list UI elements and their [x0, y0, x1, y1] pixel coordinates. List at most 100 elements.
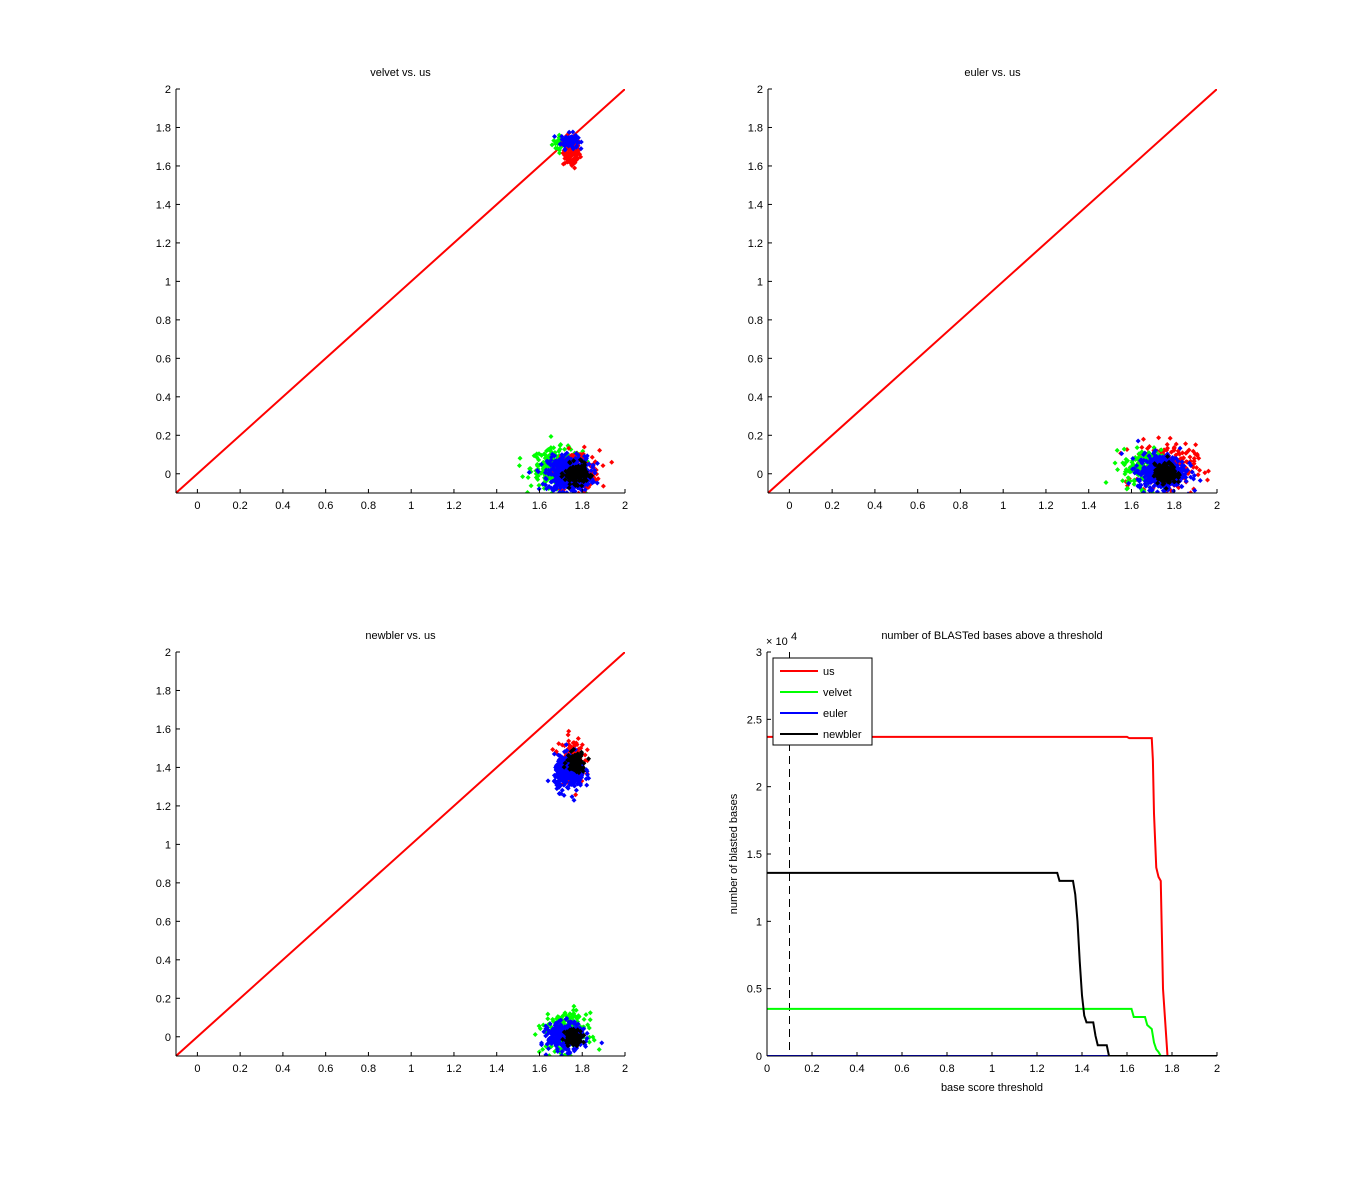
x-tick-label: 2: [1214, 500, 1220, 512]
scatter-point: [527, 466, 533, 472]
scatter-point: [1176, 472, 1182, 478]
y-tick-label: 0.6: [748, 353, 763, 365]
scatter-point: [569, 506, 574, 511]
x-tick-label: 0.6: [910, 500, 925, 512]
scatter-point: [567, 471, 573, 477]
scatter-point: [1135, 483, 1141, 489]
scatter-point: [596, 1047, 602, 1053]
x-tick-label: 1.8: [1164, 1063, 1179, 1075]
scatter-point: [1135, 438, 1141, 444]
scatter-point: [592, 467, 598, 473]
x-tick-label: 0.2: [232, 500, 247, 512]
y-tick-label: 1: [165, 839, 171, 851]
scatter-point: [567, 766, 573, 772]
scatter-point: [559, 1053, 565, 1056]
scatter-point: [542, 482, 548, 488]
scatter-point: [584, 772, 590, 778]
scatter-point: [561, 494, 566, 499]
chart-title: velvet vs. us: [370, 67, 431, 79]
scatter-point: [609, 459, 615, 465]
scatter-point: [1163, 461, 1169, 467]
x-tick-label: 0.4: [867, 500, 882, 512]
scatter-point: [555, 467, 561, 473]
scatter-point: [1121, 446, 1127, 452]
scatter-point: [1122, 469, 1128, 475]
scatter-point: [1142, 474, 1148, 480]
scatter-point: [1130, 466, 1136, 472]
scatter-point: [541, 451, 547, 457]
scatter-point: [543, 1052, 549, 1056]
x-tick-label: 1: [1000, 500, 1006, 512]
scatter-point: [560, 454, 566, 460]
scatter-point: [1187, 454, 1193, 460]
scatter-point: [1155, 480, 1161, 486]
scatter-point: [1175, 479, 1181, 485]
scatter-point: [1131, 481, 1137, 487]
diagonal-line: [768, 89, 1217, 493]
scatter-point: [1155, 472, 1161, 478]
scatter-point: [1139, 444, 1145, 450]
scatter-point: [537, 1026, 543, 1032]
subplot-3: 0 0.2 0.4 0.6 0.8 1 1.2 1.4 1.6 1.8 2 0 0.2 0.4 0.6 0.8…: [156, 630, 628, 1075]
scatter-point: [545, 778, 551, 784]
scatter-point: [570, 1007, 576, 1013]
scatter-point: [552, 459, 558, 465]
scatter-point: [561, 764, 567, 770]
scatter-point: [1147, 458, 1153, 464]
y-tick-label: 0: [165, 469, 171, 481]
scatter-point: [1115, 467, 1121, 473]
y-tick-label: 1.8: [748, 122, 763, 134]
scatter-point: [582, 466, 588, 472]
scatter-point: [552, 134, 558, 140]
scatter-point: [1112, 460, 1118, 466]
scatter-point: [594, 460, 600, 466]
scatter-point: [556, 147, 562, 153]
scatter-point: [580, 1039, 586, 1045]
scatter-point: [1156, 462, 1162, 468]
scatter-point: [571, 481, 577, 487]
scatter-point: [555, 775, 561, 781]
series-line-us: [767, 735, 1217, 1056]
x-tick-label: 0: [194, 500, 200, 512]
scatter-point: [567, 481, 573, 487]
scatter-point: [1179, 459, 1185, 465]
scatter-point: [571, 458, 577, 464]
scatter-point: [600, 463, 606, 469]
x-tick-label: 1.2: [1029, 1063, 1044, 1075]
y-tick-label: 1.2: [156, 801, 171, 813]
scatter-point: [566, 1022, 572, 1028]
scatter-point: [584, 782, 590, 788]
scatter-point: [569, 794, 575, 800]
scatter-point: [540, 1046, 546, 1052]
scatter-point: [599, 1040, 605, 1046]
scatter-point: [571, 1003, 577, 1009]
scatter-point: [1157, 495, 1162, 500]
scatter-point: [1142, 481, 1148, 487]
scatter-point: [586, 461, 592, 467]
scatter-point: [562, 446, 568, 452]
scatter-point: [557, 489, 563, 493]
scatter-point: [584, 1030, 590, 1036]
cluster-3: [552, 129, 584, 153]
scatter-point: [1160, 468, 1166, 474]
scatter-point: [1134, 463, 1140, 469]
scatter-point: [1138, 472, 1144, 478]
scatter-point: [1141, 489, 1147, 493]
scatter-point: [548, 433, 554, 439]
y-tick-label: 1.4: [156, 762, 171, 774]
scatter-point: [557, 462, 563, 468]
scatter-point: [539, 1042, 545, 1048]
scatter-point: [582, 487, 588, 493]
scatter-point: [574, 148, 580, 154]
scatter-point: [570, 129, 576, 135]
scatter-point: [571, 777, 577, 783]
x-tick-label: 1.8: [575, 500, 590, 512]
y-tick-label: 0.8: [748, 315, 763, 327]
x-tick-label: 1.6: [1119, 1063, 1134, 1075]
scatter-point: [544, 486, 550, 492]
scatter-point: [567, 780, 573, 786]
scatter-point: [1138, 457, 1144, 463]
scatter-point: [552, 1022, 558, 1028]
scatter-point: [1183, 478, 1189, 484]
x-tick-label: 0.4: [849, 1063, 864, 1075]
